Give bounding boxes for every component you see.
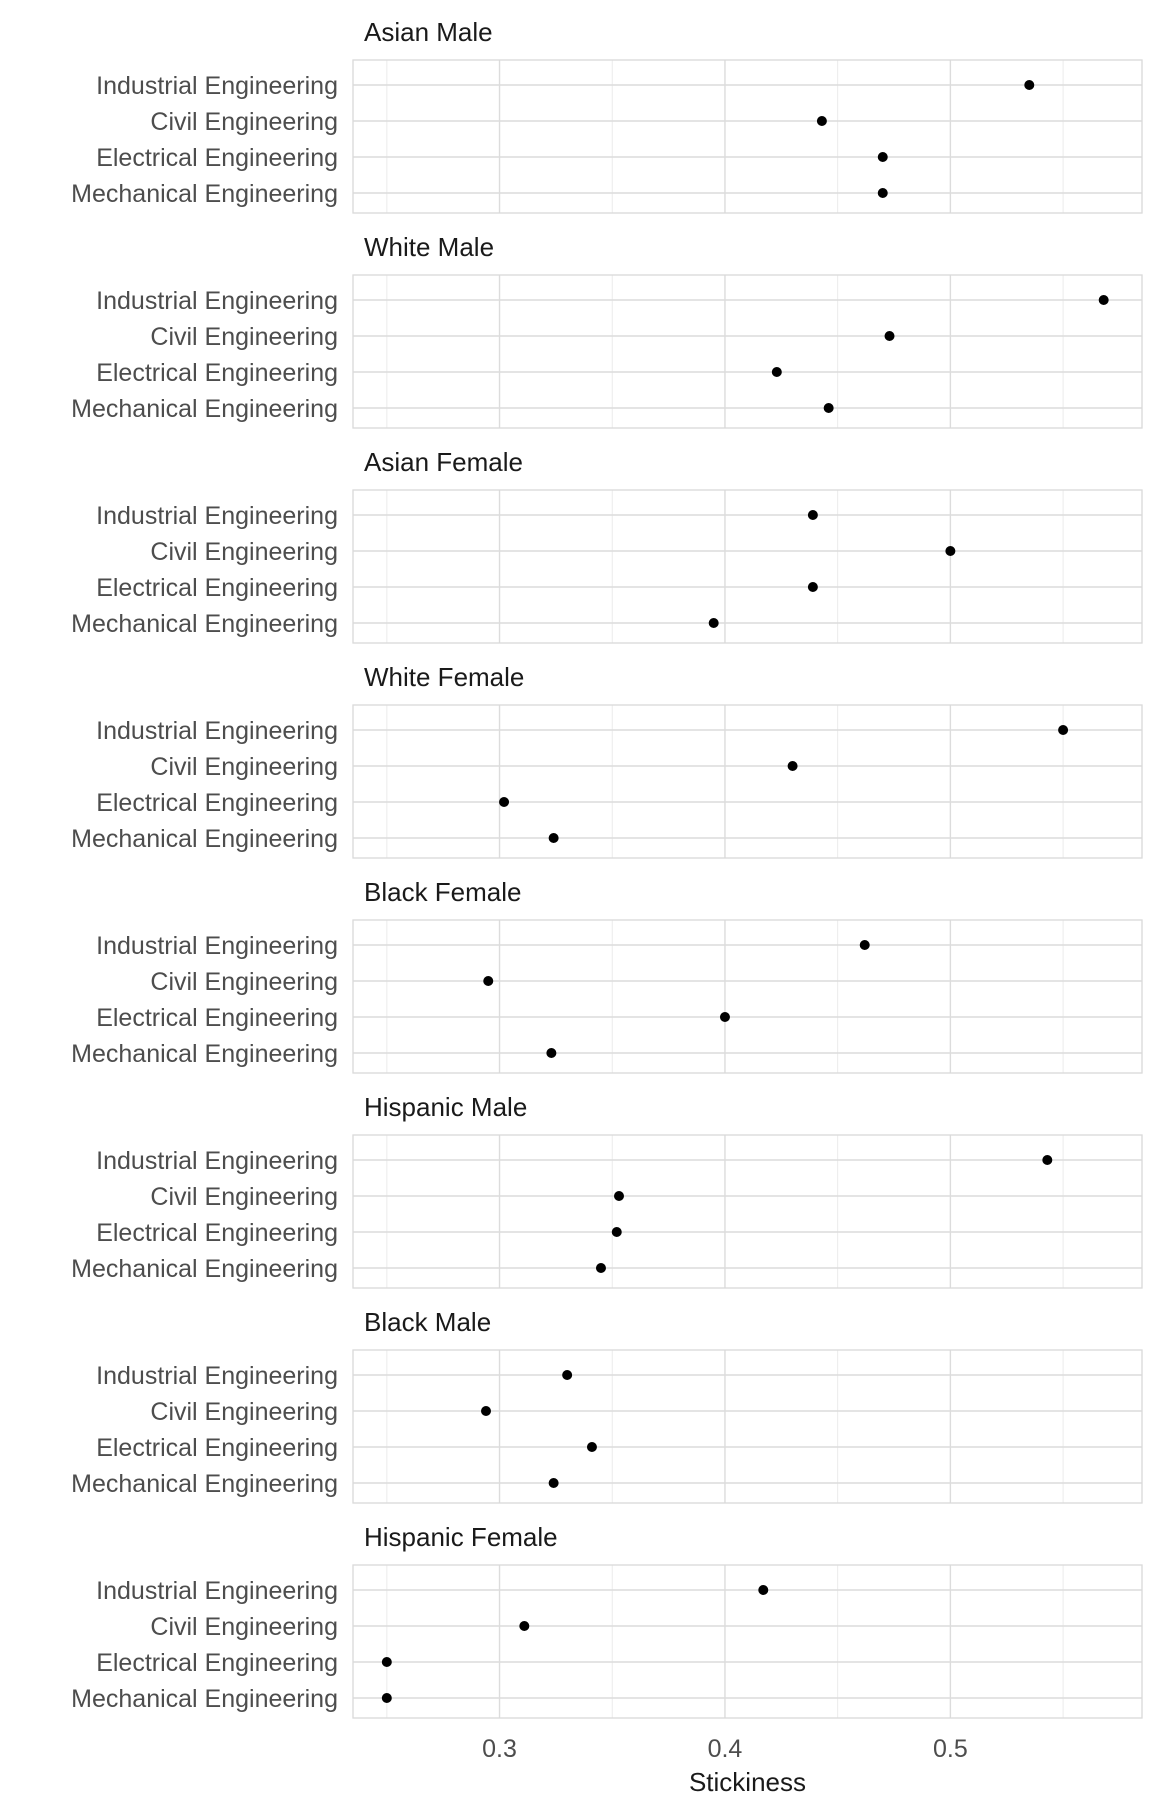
panel-border xyxy=(352,1134,1143,1289)
y-tick-label: Industrial Engineering xyxy=(96,1362,338,1390)
y-tick-label: Industrial Engineering xyxy=(96,932,338,960)
facet-title: Asian Female xyxy=(364,447,523,477)
y-tick-label: Civil Engineering xyxy=(150,1183,338,1211)
x-tick-label: 0.4 xyxy=(708,1735,743,1763)
data-point xyxy=(546,1048,557,1058)
y-tick-label: Industrial Engineering xyxy=(96,502,338,530)
data-point xyxy=(1024,80,1035,90)
data-point xyxy=(877,152,888,162)
data-point xyxy=(586,1442,597,1452)
x-axis-title: Stickiness xyxy=(689,1767,806,1797)
panel-border xyxy=(352,59,1143,214)
y-tick-label: Mechanical Engineering xyxy=(71,180,338,208)
y-tick-label: Electrical Engineering xyxy=(96,144,338,172)
y-tick-label: Electrical Engineering xyxy=(96,1649,338,1677)
panel-border xyxy=(352,1349,1143,1504)
y-tick-label: Mechanical Engineering xyxy=(71,1040,338,1068)
data-point xyxy=(595,1263,606,1273)
y-tick-label: Civil Engineering xyxy=(150,753,338,781)
y-tick-label: Industrial Engineering xyxy=(96,1577,338,1605)
y-tick-label: Industrial Engineering xyxy=(96,1147,338,1175)
y-tick-label: Industrial Engineering xyxy=(96,287,338,315)
panel-border xyxy=(352,1564,1143,1719)
data-point xyxy=(758,1585,769,1595)
facet-panel: Asian Female Industrial Engineering Civil … xyxy=(71,447,1143,644)
y-tick-label: Electrical Engineering xyxy=(96,1004,338,1032)
x-tick-label: 0.3 xyxy=(482,1735,517,1763)
facet-title: White Male xyxy=(364,232,494,262)
facet-title: Hispanic Male xyxy=(364,1092,527,1122)
data-point xyxy=(807,582,818,592)
data-point xyxy=(562,1370,573,1380)
y-tick-label: Mechanical Engineering xyxy=(71,825,338,853)
facet-panel: White Male Industrial Engineering Civil En… xyxy=(71,232,1143,429)
y-tick-label: Civil Engineering xyxy=(150,538,338,566)
y-tick-label: Electrical Engineering xyxy=(96,789,338,817)
data-point xyxy=(708,618,719,628)
facet-title: Asian Male xyxy=(364,17,493,47)
data-point xyxy=(499,797,510,807)
y-tick-label: Civil Engineering xyxy=(150,1613,338,1641)
y-tick-label: Mechanical Engineering xyxy=(71,610,338,638)
data-point xyxy=(771,367,782,377)
y-tick-label: Electrical Engineering xyxy=(96,574,338,602)
facet-panel: Asian Male Industrial Engineering Civil En… xyxy=(71,17,1143,214)
y-tick-label: Mechanical Engineering xyxy=(71,1255,338,1283)
data-point xyxy=(483,976,494,986)
y-tick-label: Civil Engineering xyxy=(150,968,338,996)
y-tick-label: Electrical Engineering xyxy=(96,1434,338,1462)
data-point xyxy=(1058,725,1069,735)
y-tick-label: Electrical Engineering xyxy=(96,359,338,387)
data-point xyxy=(1042,1155,1053,1165)
y-tick-label: Civil Engineering xyxy=(150,323,338,351)
y-tick-label: Mechanical Engineering xyxy=(71,1470,338,1498)
data-point xyxy=(548,1478,559,1488)
facet-title: Black Female xyxy=(364,877,522,907)
facet-title: Hispanic Female xyxy=(364,1522,558,1552)
data-point xyxy=(816,116,827,126)
data-point xyxy=(807,510,818,520)
data-point xyxy=(548,833,559,843)
panel-border xyxy=(352,919,1143,1074)
facet-panel: Hispanic Female Industrial Engineering Civ… xyxy=(71,1522,1143,1719)
data-point xyxy=(823,403,834,413)
facet-title: Black Male xyxy=(364,1307,491,1337)
data-point xyxy=(787,761,798,771)
y-tick-label: Mechanical Engineering xyxy=(71,1685,338,1713)
data-point xyxy=(859,940,870,950)
y-tick-label: Industrial Engineering xyxy=(96,717,338,745)
facet-panel: Black Female Industrial Engineering Civil … xyxy=(71,877,1143,1074)
facet-panel: Black Male Industrial Engineering Civil En… xyxy=(71,1307,1143,1504)
x-tick-label: 0.5 xyxy=(933,1735,968,1763)
y-tick-label: Civil Engineering xyxy=(150,108,338,136)
data-point xyxy=(884,331,895,341)
data-point xyxy=(481,1406,492,1416)
data-point xyxy=(381,1657,392,1667)
data-point xyxy=(945,546,956,556)
facet-title: White Female xyxy=(364,662,524,692)
facet-panel: White Female Industrial Engineering Civil … xyxy=(71,662,1143,859)
facets: Asian Male Industrial Engineering Civil En… xyxy=(71,17,1143,1719)
y-tick-label: Electrical Engineering xyxy=(96,1219,338,1247)
data-point xyxy=(381,1693,392,1703)
data-point xyxy=(1098,295,1109,305)
data-point xyxy=(519,1621,530,1631)
y-tick-label: Industrial Engineering xyxy=(96,72,338,100)
panel-border xyxy=(352,274,1143,429)
panel-border xyxy=(352,704,1143,859)
data-point xyxy=(719,1012,730,1022)
panel-border xyxy=(352,489,1143,644)
data-point xyxy=(614,1191,625,1201)
data-point xyxy=(611,1227,622,1237)
facet-panel: Hispanic Male Industrial Engineering Civil… xyxy=(71,1092,1143,1289)
data-point xyxy=(877,188,888,198)
x-axis: 0.3 0.4 0.5 xyxy=(482,1735,968,1763)
y-tick-label: Civil Engineering xyxy=(150,1398,338,1426)
y-tick-label: Mechanical Engineering xyxy=(71,395,338,423)
